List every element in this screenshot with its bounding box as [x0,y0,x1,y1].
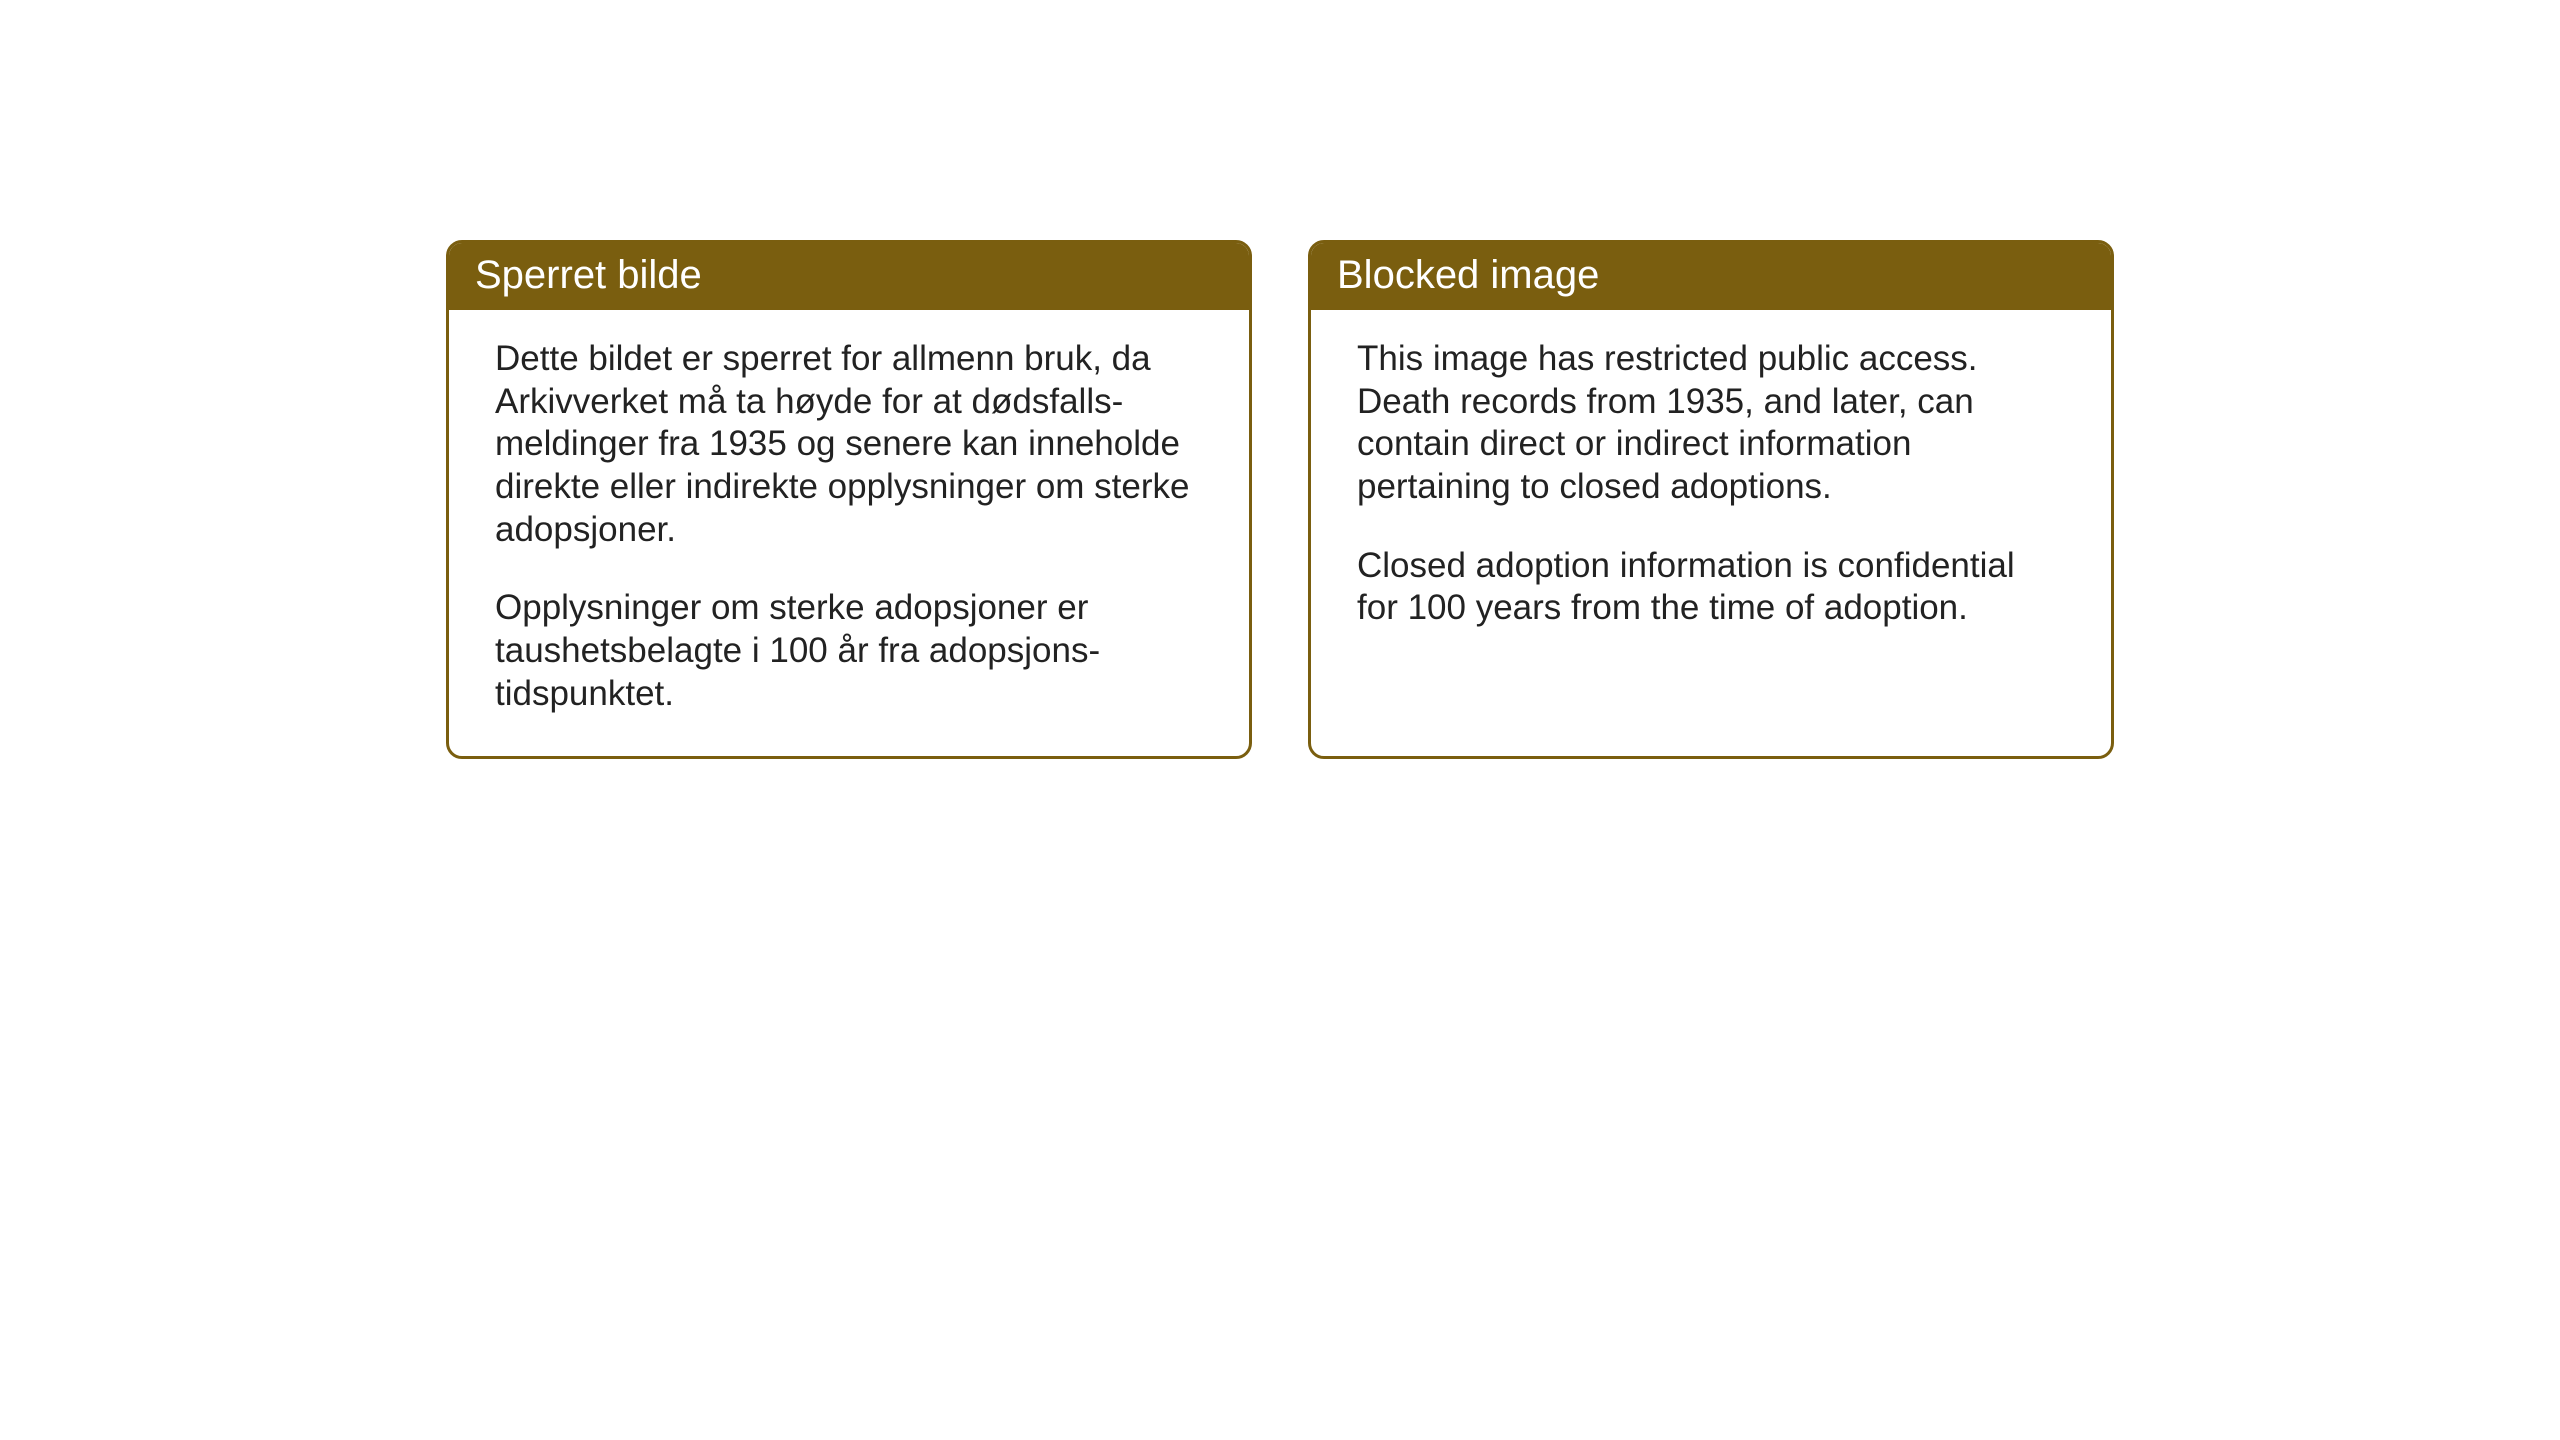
card-body-norwegian: Dette bildet er sperret for allmenn bruk… [449,310,1249,756]
card-title: Blocked image [1337,253,1599,297]
card-paragraph: Opplysninger om sterke adopsjoner er tau… [495,587,1203,715]
card-header-norwegian: Sperret bilde [449,243,1249,310]
card-english: Blocked image This image has restricted … [1308,240,2114,759]
card-header-english: Blocked image [1311,243,2111,310]
card-paragraph: Closed adoption information is confident… [1357,545,2065,630]
card-norwegian: Sperret bilde Dette bildet er sperret fo… [446,240,1252,759]
card-paragraph: Dette bildet er sperret for allmenn bruk… [495,338,1203,551]
cards-container: Sperret bilde Dette bildet er sperret fo… [0,0,2560,759]
card-title: Sperret bilde [475,253,702,297]
card-body-english: This image has restricted public access.… [1311,310,2111,740]
card-paragraph: This image has restricted public access.… [1357,338,2065,509]
